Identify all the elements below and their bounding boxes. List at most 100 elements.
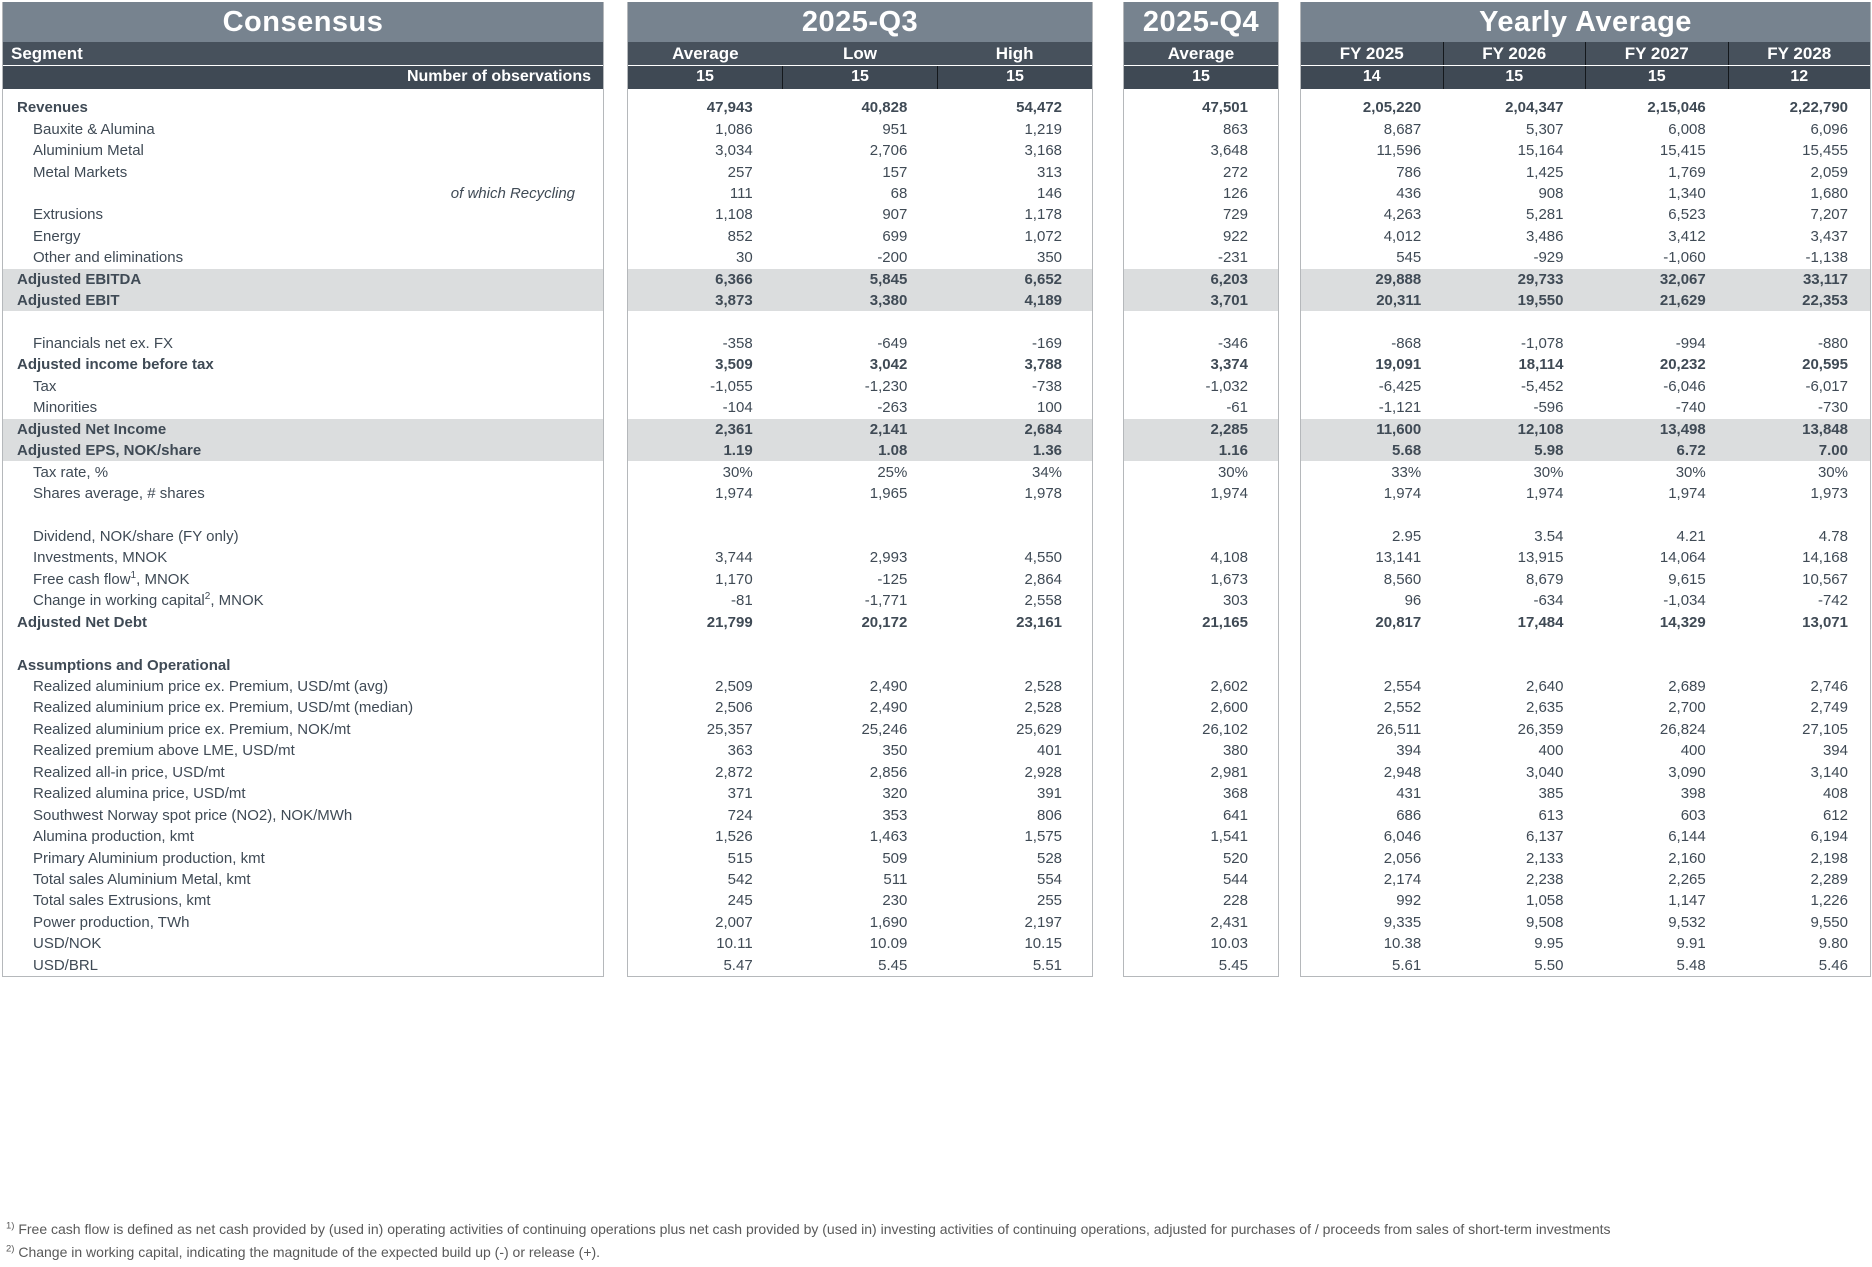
table-row: -1,055 -1,230 -738 xyxy=(628,376,1092,397)
value-cell: 27,105 xyxy=(1802,720,1848,738)
value-cell: 9,550 xyxy=(1810,913,1848,931)
value-cell: -929 xyxy=(1533,249,1564,267)
value-cell: 2,506 xyxy=(715,699,753,717)
table-row: -231 xyxy=(1124,247,1278,268)
value-cell: -6,425 xyxy=(1378,377,1422,395)
value-cell: 1,526 xyxy=(715,828,753,846)
value-cell: 6,096 xyxy=(1810,120,1848,138)
value-cell: 1.08 xyxy=(878,442,908,460)
table-row: Investments, MNOK xyxy=(3,547,603,568)
table-row: -358 -649 -169 xyxy=(628,333,1092,354)
value-cell: 30% xyxy=(1817,463,1848,481)
table-row: 30% 25% 34% xyxy=(628,461,1092,482)
value-cell: 1,147 xyxy=(1668,892,1706,910)
value-cell: 1,178 xyxy=(1024,206,1063,224)
value-cell: 29,888 xyxy=(1375,270,1422,288)
value-cell: 15,164 xyxy=(1517,142,1564,160)
value-cell: 3,040 xyxy=(1525,763,1564,781)
column-header-cell: Average xyxy=(672,44,739,63)
table-row: Dividend, NOK/share (FY only) xyxy=(3,526,603,547)
value-cell: -169 xyxy=(1031,335,1063,353)
value-cell: 350 xyxy=(1036,249,1063,267)
table-row: 272 xyxy=(1124,161,1278,182)
value-cell: 1,673 xyxy=(1210,570,1248,588)
table-row: Adjusted EPS, NOK/share xyxy=(3,440,603,462)
table-row: Shares average, # shares xyxy=(3,483,603,504)
value-cell: 2,238 xyxy=(1525,870,1564,888)
row-label: Realized aluminium price ex. Premium, NO… xyxy=(33,720,351,738)
table-row: 863 xyxy=(1124,118,1278,139)
table-row: Realized all-in price, USD/mt xyxy=(3,762,603,783)
value-cell: 6,194 xyxy=(1810,828,1848,846)
value-cell: -200 xyxy=(877,249,908,267)
value-cell: 30% xyxy=(1217,463,1248,481)
table-row: -81 -1,771 2,558 xyxy=(628,590,1092,611)
value-cell: 1,463 xyxy=(869,828,908,846)
q4-card-title: 2025-Q4 xyxy=(1124,2,1278,42)
column-header-cell: 15 xyxy=(1442,66,1586,89)
table-row: 1.19 1.08 1.36 xyxy=(628,440,1092,462)
value-cell: 2,600 xyxy=(1210,699,1248,717)
table-row xyxy=(1301,654,1870,675)
value-cell: 686 xyxy=(1396,806,1422,824)
table-row: Total sales Extrusions, kmt xyxy=(3,890,603,911)
value-cell: 30% xyxy=(722,463,753,481)
value-cell: 15,455 xyxy=(1802,142,1848,160)
value-cell: 5.45 xyxy=(1218,956,1248,974)
table-row: 1.16 xyxy=(1124,440,1278,462)
row-label: Assumptions and Operational xyxy=(17,656,231,674)
table-row: 19,091 18,114 20,232 20,595 xyxy=(1301,354,1870,375)
footnote-reference: 1 xyxy=(130,569,137,581)
column-header-cell: 14 xyxy=(1362,68,1381,85)
table-row: 2,872 2,856 2,928 xyxy=(628,762,1092,783)
table-row xyxy=(628,526,1092,547)
value-cell: 2,056 xyxy=(1383,849,1422,867)
table-row: 2,600 xyxy=(1124,697,1278,718)
value-cell: 2,490 xyxy=(869,678,908,696)
value-cell: -6,017 xyxy=(1805,377,1848,395)
value-cell: 3,509 xyxy=(715,356,753,374)
value-cell: 5.51 xyxy=(1032,956,1063,974)
row-label: Realized aluminium price ex. Premium, US… xyxy=(33,699,414,717)
q4-column-headers: Average xyxy=(1124,42,1278,65)
value-cell: 2,864 xyxy=(1024,570,1063,588)
value-cell: 2,981 xyxy=(1210,763,1248,781)
value-cell: 401 xyxy=(1036,742,1063,760)
value-cell: 3,034 xyxy=(715,142,753,160)
table-row: 21,799 20,172 23,161 xyxy=(628,612,1092,633)
value-cell: 11,596 xyxy=(1376,142,1422,160)
value-cell: 14,329 xyxy=(1659,613,1706,631)
footnote-line: 1) Free cash flow is defined as net cash… xyxy=(6,1220,1611,1237)
value-cell: 1,425 xyxy=(1525,163,1564,181)
row-label: Financials net ex. FX xyxy=(33,335,174,353)
table-row: 641 xyxy=(1124,804,1278,825)
column-header-cell: High xyxy=(995,44,1034,63)
value-cell: 1,219 xyxy=(1024,120,1063,138)
table-row: 1,526 1,463 1,575 xyxy=(628,826,1092,847)
value-cell: 12,108 xyxy=(1517,420,1564,438)
value-cell: 13,071 xyxy=(1802,613,1848,631)
value-cell: 13,498 xyxy=(1659,420,1706,438)
row-label: Shares average, # shares xyxy=(33,485,205,503)
table-row: 2,552 2,635 2,700 2,749 xyxy=(1301,697,1870,718)
value-cell: 2,948 xyxy=(1383,763,1422,781)
value-cell: -880 xyxy=(1817,335,1848,353)
table-row: 729 xyxy=(1124,204,1278,225)
value-cell: 25,246 xyxy=(861,720,908,738)
table-row: Assumptions and Operational xyxy=(3,654,603,675)
value-cell: 400 xyxy=(1538,742,1564,760)
value-cell: -1,771 xyxy=(864,592,908,610)
value-cell: 1,965 xyxy=(869,485,908,503)
row-label: Adjusted EBIT xyxy=(17,292,120,310)
value-cell: 1.16 xyxy=(1218,442,1248,460)
value-cell: 146 xyxy=(1036,184,1063,202)
value-cell: 5,307 xyxy=(1525,120,1564,138)
table-row: 8,560 8,679 9,615 10,567 xyxy=(1301,569,1870,590)
table-row: 30% xyxy=(1124,461,1278,482)
yearly-values-body: 2,05,220 2,04,347 2,15,046 2,22,790 8,687 5,3… xyxy=(1301,89,1870,976)
table-row: 1,541 xyxy=(1124,826,1278,847)
value-cell: 230 xyxy=(882,892,908,910)
value-cell: -742 xyxy=(1817,592,1848,610)
table-row: 852 699 1,072 xyxy=(628,226,1092,247)
